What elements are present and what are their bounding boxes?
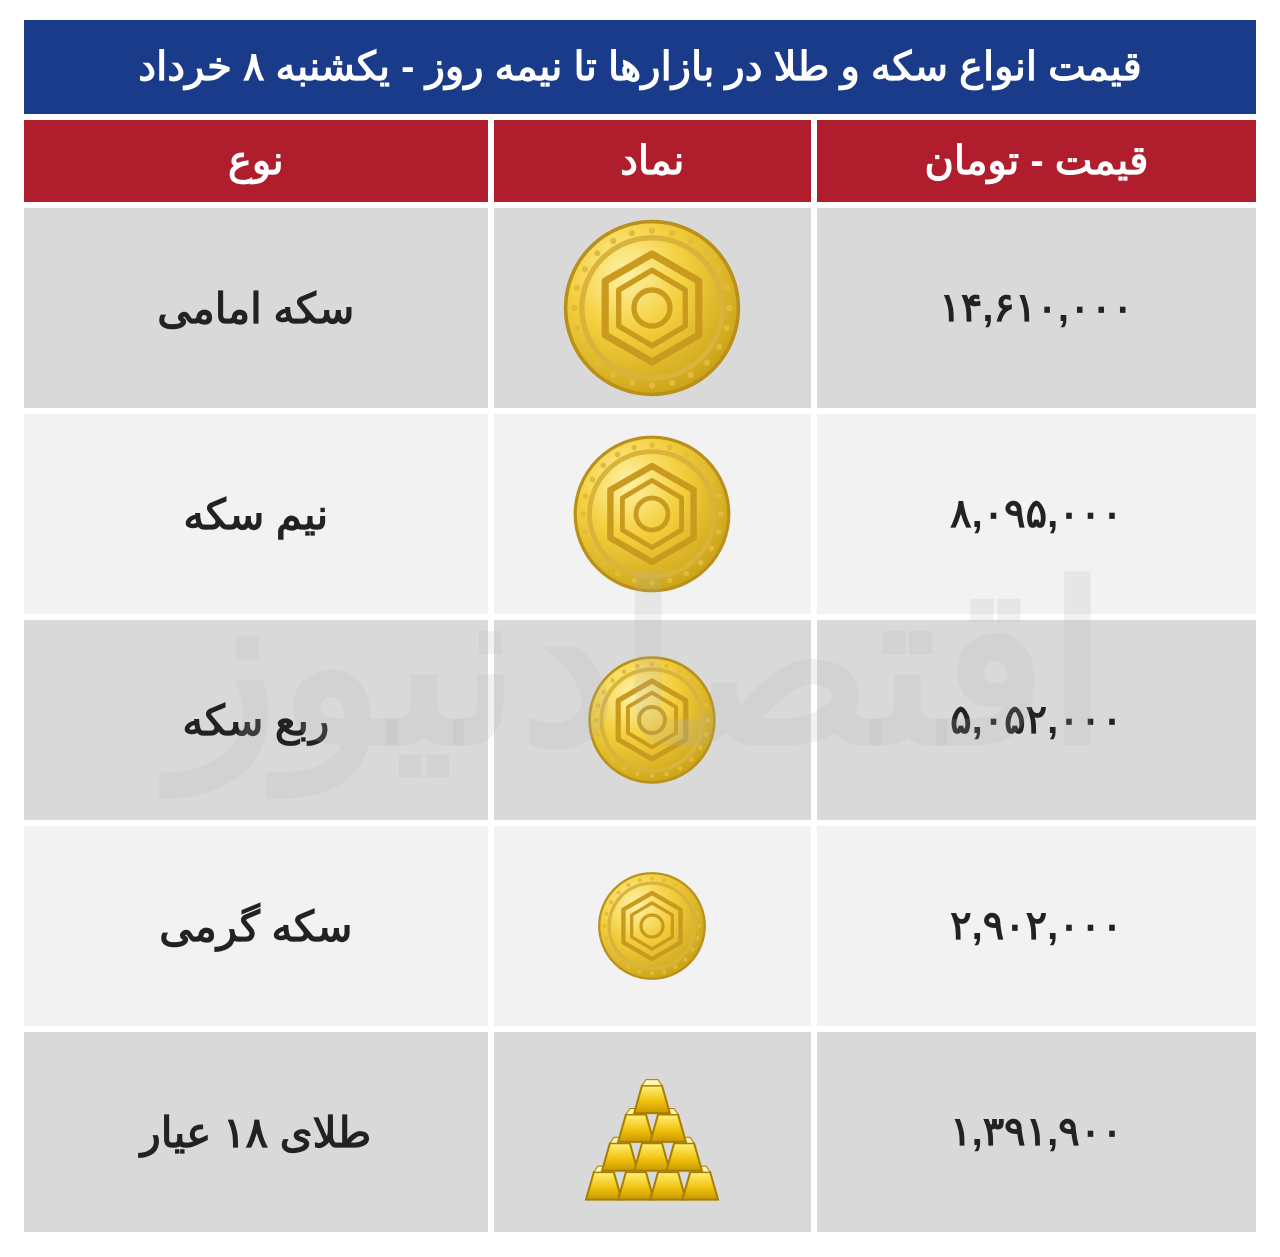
header-row: قیمت - تومان نماد نوع xyxy=(24,120,1256,202)
title-row: قیمت انواع سکه و طلا در بازارها تا نیمه … xyxy=(24,20,1256,114)
table-row: ۵,۰۵۲,۰۰۰ ربع سکه xyxy=(24,620,1256,820)
icon-cell xyxy=(494,1032,811,1232)
gold-bars-icon xyxy=(567,1051,737,1213)
icon-cell xyxy=(494,208,811,408)
type-cell: سکه گرمی xyxy=(24,826,488,1026)
table-row: ۱,۳۹۱,۹۰۰ xyxy=(24,1032,1256,1232)
price-cell: ۸,۰۹۵,۰۰۰ xyxy=(817,414,1256,614)
gold-price-table: قیمت انواع سکه و طلا در بازارها تا نیمه … xyxy=(18,14,1262,1238)
price-cell: ۱,۳۹۱,۹۰۰ xyxy=(817,1032,1256,1232)
gold-coin-icon xyxy=(597,871,707,981)
icon-cell xyxy=(494,826,811,1026)
price-cell: ۵,۰۵۲,۰۰۰ xyxy=(817,620,1256,820)
price-cell: ۱۴,۶۱۰,۰۰۰ xyxy=(817,208,1256,408)
table-row: ۲,۹۰۲,۰۰۰ سکه گرمی xyxy=(24,826,1256,1026)
icon-cell xyxy=(494,620,811,820)
type-cell: ربع سکه xyxy=(24,620,488,820)
type-cell: طلای ۱۸ عیار xyxy=(24,1032,488,1232)
type-cell: نیم سکه xyxy=(24,414,488,614)
table-row: ۱۴,۶۱۰,۰۰۰ سکه امامی xyxy=(24,208,1256,408)
icon-cell xyxy=(494,414,811,614)
type-cell: سکه امامی xyxy=(24,208,488,408)
price-table-container: اقتصادنیوز قیمت انواع سکه و طلا در بازار… xyxy=(0,0,1280,1252)
gold-coin-icon xyxy=(562,218,742,398)
column-header-icon: نماد xyxy=(494,120,811,202)
table-title: قیمت انواع سکه و طلا در بازارها تا نیمه … xyxy=(24,20,1256,114)
gold-coin-icon xyxy=(572,434,732,594)
table-row: ۸,۰۹۵,۰۰۰ نیم سکه xyxy=(24,414,1256,614)
gold-coin-icon xyxy=(587,655,717,785)
column-header-price: قیمت - تومان xyxy=(817,120,1256,202)
column-header-type: نوع xyxy=(24,120,488,202)
price-cell: ۲,۹۰۲,۰۰۰ xyxy=(817,826,1256,1026)
